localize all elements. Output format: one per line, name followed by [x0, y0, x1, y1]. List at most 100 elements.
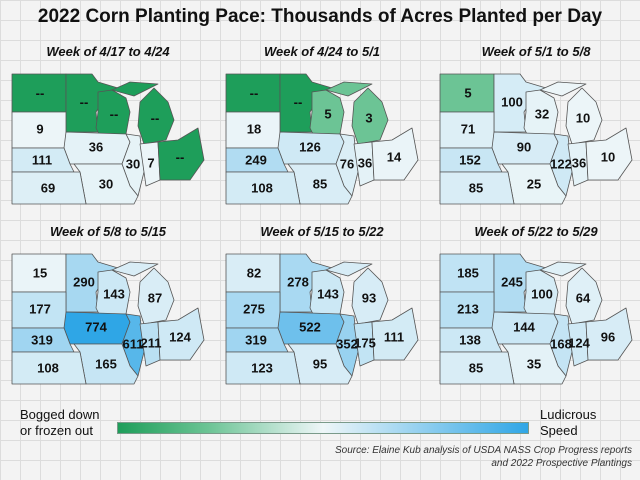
- legend-low-line2: or frozen out: [20, 423, 93, 438]
- state-oh: [585, 307, 633, 361]
- state-mi: [111, 81, 175, 145]
- state-value-sd: 71: [461, 121, 475, 136]
- week-label: Week of 5/15 to 5/22: [260, 224, 384, 239]
- source-line2: and 2022 Prospective Plantings: [491, 458, 632, 469]
- week-label: Week of 4/24 to 5/1: [263, 44, 381, 59]
- state-value-nd: 5: [464, 85, 471, 100]
- state-value-in: 7: [147, 155, 154, 170]
- state-ks: [11, 171, 87, 205]
- state-value-ks: 69: [41, 180, 55, 195]
- state-map: 5 100 32 10 71 90 122 36 10 152 25 85: [439, 73, 633, 205]
- state-value-in: 211: [141, 335, 162, 350]
- state-value-ks: 123: [251, 360, 273, 375]
- state-value-nd: --: [250, 85, 259, 100]
- legend-color-scale: [117, 422, 529, 434]
- state-ks: [225, 351, 301, 385]
- state-value-in: 175: [354, 335, 376, 350]
- state-oh: [371, 307, 419, 361]
- state-value-oh: 14: [387, 149, 402, 164]
- state-value-ne: 319: [245, 332, 267, 347]
- week-label: Week of 5/8 to 5/15: [49, 224, 167, 239]
- state-value-il: 76: [340, 156, 354, 171]
- state-value-wi: 32: [535, 106, 549, 121]
- state-value-oh: 124: [169, 329, 191, 344]
- state-value-ia: 126: [299, 139, 321, 154]
- state-oh: [371, 127, 419, 181]
- state-value-wi: 143: [317, 286, 339, 301]
- source-line1: Source: Elaine Kub analysis of USDA NASS…: [335, 445, 632, 456]
- state-value-ia: 144: [513, 319, 535, 334]
- state-value-in: 36: [358, 155, 372, 170]
- week-label: Week of 4/17 to 4/24: [46, 44, 170, 59]
- state-value-oh: 96: [601, 329, 615, 344]
- state-mi: [539, 81, 603, 145]
- state-in: [567, 321, 589, 367]
- week-panel-5: Week of 5/15 to 5/22 82 278 143 93 275 522 352…: [222, 224, 422, 385]
- state-in: [353, 141, 375, 187]
- state-value-il: 168: [550, 336, 572, 351]
- state-value-mn: --: [80, 94, 89, 109]
- state-value-ne: 152: [459, 152, 481, 167]
- state-ks: [11, 351, 87, 385]
- state-value-mn: 245: [501, 274, 523, 289]
- state-value-mi: 64: [576, 290, 591, 305]
- state-mi: [325, 81, 389, 145]
- state-oh: [585, 127, 633, 181]
- state-value-sd: 177: [29, 301, 51, 316]
- week-panel-6: Week of 5/22 to 5/29 185 245 100 64 213 144 16…: [436, 224, 636, 385]
- legend-high-line2: Speed: [540, 423, 578, 438]
- state-value-oh: --: [176, 149, 185, 164]
- state-value-ia: 90: [517, 139, 531, 154]
- state-value-ks: 108: [251, 180, 273, 195]
- legend-high-line1: Ludicrous: [540, 407, 597, 422]
- state-value-ks: 85: [469, 180, 483, 195]
- state-ne: [225, 327, 289, 353]
- state-value-il: 352: [336, 336, 358, 351]
- state-value-ne: 138: [459, 332, 481, 347]
- state-value-mo: 25: [527, 176, 541, 191]
- state-value-mn: --: [294, 94, 303, 109]
- state-ne: [11, 327, 75, 353]
- state-value-mn: 278: [287, 274, 309, 289]
- state-value-wi: 143: [103, 286, 125, 301]
- state-value-sd: 9: [36, 121, 43, 136]
- source-note: Source: Elaine Kub analysis of USDA NASS…: [335, 444, 632, 470]
- state-value-oh: 10: [601, 149, 615, 164]
- state-value-oh: 111: [384, 329, 404, 344]
- state-value-ne: 249: [245, 152, 267, 167]
- state-value-nd: --: [36, 85, 45, 100]
- state-value-nd: 82: [247, 265, 261, 280]
- week-panel-2: Week of 4/24 to 5/1 -- -- 5 3 18 126 76 36 14 249…: [222, 44, 422, 205]
- week-label: Week of 5/1 to 5/8: [481, 44, 591, 59]
- state-ne: [225, 147, 289, 173]
- state-ne: [439, 147, 503, 173]
- state-value-wi: 100: [531, 286, 553, 301]
- state-value-il: 30: [126, 156, 140, 171]
- state-value-in: 36: [572, 155, 586, 170]
- state-oh: [157, 127, 205, 181]
- state-map: -- -- -- -- 9 36 30 7 -- 111 30 69: [11, 73, 205, 205]
- state-value-ne: 111: [32, 152, 52, 167]
- state-value-mn: 290: [73, 274, 95, 289]
- state-value-mi: 93: [362, 290, 376, 305]
- state-value-ne: 319: [31, 332, 53, 347]
- legend-high-label: Ludicrous Speed: [540, 407, 596, 439]
- state-value-ia: 774: [85, 319, 107, 334]
- state-value-ia: 36: [89, 139, 103, 154]
- state-mi: [325, 261, 389, 325]
- state-ne: [439, 327, 503, 353]
- state-value-mi: --: [151, 110, 160, 125]
- state-ks: [439, 351, 515, 385]
- state-value-mo: 30: [99, 176, 113, 191]
- state-value-mi: 10: [576, 110, 590, 125]
- state-value-il: 611: [123, 336, 144, 351]
- state-value-mo: 165: [95, 356, 117, 371]
- state-value-mo: 95: [313, 356, 327, 371]
- state-value-nd: 185: [457, 265, 479, 280]
- state-in: [567, 141, 589, 187]
- state-value-mi: 87: [148, 290, 162, 305]
- state-map: -- -- 5 3 18 126 76 36 14 249 85 108: [225, 73, 419, 205]
- state-value-sd: 18: [247, 121, 261, 136]
- state-in: [353, 321, 375, 367]
